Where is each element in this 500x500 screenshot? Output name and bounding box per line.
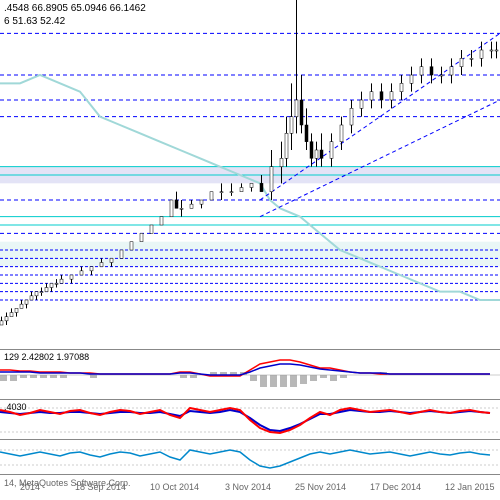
stoch-label: .4030 xyxy=(4,402,27,412)
main-price-chart[interactable] xyxy=(0,0,500,350)
time-axis-label: 12 Jan 2015 xyxy=(445,482,495,492)
time-axis-label: 3 Nov 2014 xyxy=(225,482,271,492)
chart-header: .4548 66.8905 65.0946 66.1462 6 51.63 52… xyxy=(4,2,146,28)
time-axis-label: 17 Dec 2014 xyxy=(370,482,421,492)
macd-label: 129 2.42802 1.97088 xyxy=(4,352,89,362)
oscillator-indicator[interactable] xyxy=(0,440,500,475)
time-axis-label: 10 Oct 2014 xyxy=(150,482,199,492)
macd-indicator[interactable]: 129 2.42802 1.97088 xyxy=(0,350,500,400)
time-axis: 2014 18 Sep 2014 10 Oct 2014 3 Nov 2014 25 N… xyxy=(0,478,500,500)
ohlc-line1: .4548 66.8905 65.0946 66.1462 xyxy=(4,2,146,15)
stochastic-indicator[interactable]: .4030 xyxy=(0,400,500,440)
chart-container: .4548 66.8905 65.0946 66.1462 6 51.63 52… xyxy=(0,0,500,500)
time-axis-label: 2014 xyxy=(20,482,40,492)
time-axis-label: 18 Sep 2014 xyxy=(75,482,126,492)
time-axis-label: 25 Nov 2014 xyxy=(295,482,346,492)
ohlc-line2: 6 51.63 52.42 xyxy=(4,15,146,28)
